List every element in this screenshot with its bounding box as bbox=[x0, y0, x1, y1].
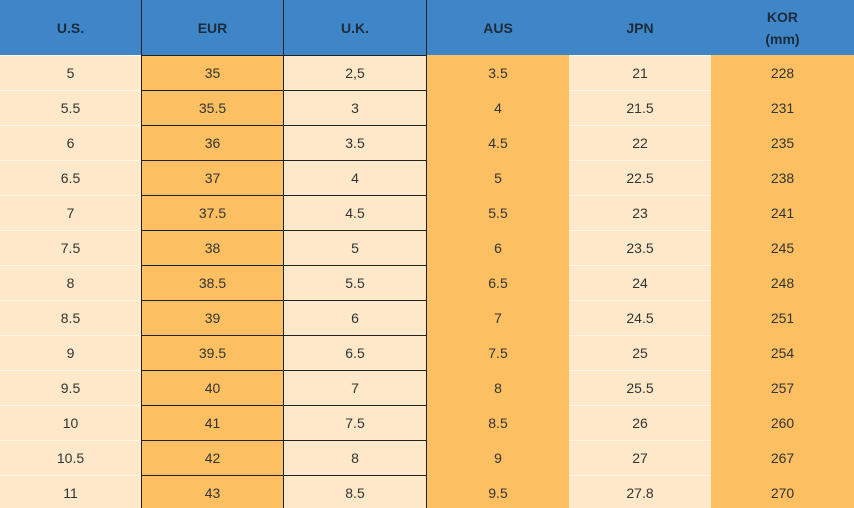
table-cell: 9.5 bbox=[0, 370, 141, 405]
table-cell: 270 bbox=[711, 475, 854, 508]
table-cell: 24 bbox=[569, 265, 711, 300]
header-cell: EUR bbox=[141, 0, 284, 55]
table-cell: 7 bbox=[426, 300, 569, 335]
table-cell: 6 bbox=[284, 300, 426, 335]
table-cell: 22 bbox=[569, 125, 711, 160]
table-cell: 260 bbox=[711, 405, 854, 440]
table-cell: 6.5 bbox=[0, 160, 141, 195]
table-cell: 7 bbox=[0, 195, 141, 230]
table-cell: 2,5 bbox=[284, 55, 426, 90]
table-cell: 6 bbox=[426, 230, 569, 265]
header-cell: U.S. bbox=[0, 0, 141, 55]
table-cell: 248 bbox=[711, 265, 854, 300]
table-cell: 43 bbox=[141, 475, 284, 508]
table-cell: 39.5 bbox=[141, 335, 284, 370]
table-cell: 3.5 bbox=[284, 125, 426, 160]
table-cell: 4 bbox=[426, 90, 569, 125]
table-cell: 9.5 bbox=[426, 475, 569, 508]
table-cell: 7.5 bbox=[284, 405, 426, 440]
table-cell: 35.5 bbox=[141, 90, 284, 125]
table-cell: 22.5 bbox=[569, 160, 711, 195]
table-cell: 8 bbox=[0, 265, 141, 300]
header-cell: AUS bbox=[426, 0, 569, 55]
table-cell: 38.5 bbox=[141, 265, 284, 300]
table-cell: 21 bbox=[569, 55, 711, 90]
table-cell: 5 bbox=[0, 55, 141, 90]
table-cell: 23.5 bbox=[569, 230, 711, 265]
table-cell: 238 bbox=[711, 160, 854, 195]
table-cell: 4.5 bbox=[426, 125, 569, 160]
table-cell: 40 bbox=[141, 370, 284, 405]
table-cell: 8.5 bbox=[426, 405, 569, 440]
table-cell: 23 bbox=[569, 195, 711, 230]
table-cell: 10 bbox=[0, 405, 141, 440]
table-cell: 5.5 bbox=[0, 90, 141, 125]
table-cell: 5.5 bbox=[284, 265, 426, 300]
table-cell: 27 bbox=[569, 440, 711, 475]
table-cell: 3 bbox=[284, 90, 426, 125]
table-cell: 21.5 bbox=[569, 90, 711, 125]
table-cell: 8.5 bbox=[0, 300, 141, 335]
table-cell: 8 bbox=[284, 440, 426, 475]
table-cell: 42 bbox=[141, 440, 284, 475]
table-cell: 254 bbox=[711, 335, 854, 370]
table-cell: 4.5 bbox=[284, 195, 426, 230]
table-cell: 245 bbox=[711, 230, 854, 265]
table-cell: 26 bbox=[569, 405, 711, 440]
table-cell: 27.8 bbox=[569, 475, 711, 508]
header-cell: U.K. bbox=[284, 0, 426, 55]
header-cell: JPN bbox=[569, 0, 711, 55]
table-cell: 36 bbox=[141, 125, 284, 160]
header-cell: KOR (mm) bbox=[711, 0, 854, 55]
table-cell: 24.5 bbox=[569, 300, 711, 335]
table-cell: 8 bbox=[426, 370, 569, 405]
table-cell: 41 bbox=[141, 405, 284, 440]
table-cell: 257 bbox=[711, 370, 854, 405]
table-cell: 8.5 bbox=[284, 475, 426, 508]
table-cell: 228 bbox=[711, 55, 854, 90]
table-cell: 7.5 bbox=[0, 230, 141, 265]
table-cell: 5.5 bbox=[426, 195, 569, 230]
table-cell: 6.5 bbox=[284, 335, 426, 370]
table-cell: 7 bbox=[284, 370, 426, 405]
table-cell: 267 bbox=[711, 440, 854, 475]
table-cell: 3.5 bbox=[426, 55, 569, 90]
table-cell: 11 bbox=[0, 475, 141, 508]
table-cell: 25 bbox=[569, 335, 711, 370]
table-cell: 235 bbox=[711, 125, 854, 160]
table-cell: 6.5 bbox=[426, 265, 569, 300]
table-cell: 9 bbox=[426, 440, 569, 475]
table-cell: 37 bbox=[141, 160, 284, 195]
table-cell: 37.5 bbox=[141, 195, 284, 230]
table-cell: 39 bbox=[141, 300, 284, 335]
table-cell: 251 bbox=[711, 300, 854, 335]
table-cell: 10.5 bbox=[0, 440, 141, 475]
table-cell: 241 bbox=[711, 195, 854, 230]
table-cell: 5 bbox=[426, 160, 569, 195]
table-cell: 35 bbox=[141, 55, 284, 90]
table-cell: 25.5 bbox=[569, 370, 711, 405]
table-cell: 7.5 bbox=[426, 335, 569, 370]
table-cell: 6 bbox=[0, 125, 141, 160]
table-cell: 9 bbox=[0, 335, 141, 370]
table-cell: 38 bbox=[141, 230, 284, 265]
table-cell: 5 bbox=[284, 230, 426, 265]
table-cell: 231 bbox=[711, 90, 854, 125]
table-cell: 4 bbox=[284, 160, 426, 195]
